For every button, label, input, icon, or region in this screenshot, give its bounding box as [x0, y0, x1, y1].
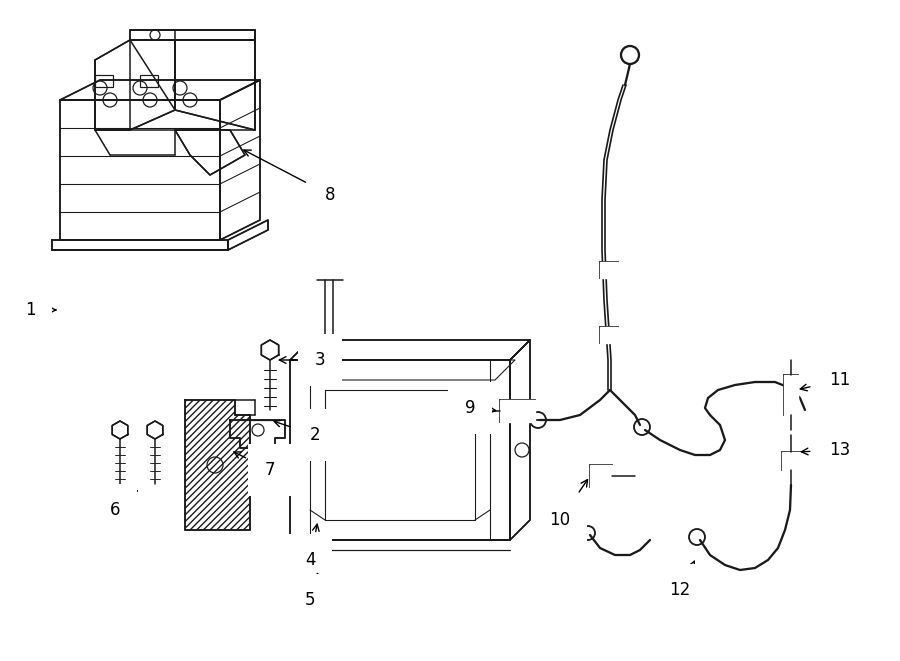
Polygon shape: [290, 340, 530, 360]
Bar: [500, 400, 535, 422]
Text: 12: 12: [670, 561, 695, 599]
Text: 5: 5: [305, 574, 319, 609]
Bar: [600, 327, 618, 343]
Polygon shape: [600, 327, 618, 343]
Bar: [220, 80, 238, 92]
Polygon shape: [261, 340, 279, 360]
Polygon shape: [784, 375, 798, 415]
Text: 11: 11: [800, 371, 850, 391]
Polygon shape: [130, 30, 255, 40]
Bar: [784, 375, 798, 415]
Bar: [95, 75, 113, 87]
Text: 2: 2: [274, 420, 320, 444]
Polygon shape: [228, 220, 268, 250]
Polygon shape: [52, 240, 228, 250]
Polygon shape: [60, 100, 220, 240]
Text: 4: 4: [305, 524, 320, 569]
Bar: [782, 452, 800, 470]
Polygon shape: [230, 420, 285, 448]
Bar: [500, 400, 535, 422]
Bar: [782, 452, 800, 470]
Text: 3: 3: [279, 351, 325, 369]
Polygon shape: [185, 400, 250, 530]
Text: 9: 9: [464, 399, 496, 417]
Polygon shape: [510, 340, 530, 540]
Text: 13: 13: [801, 441, 850, 459]
Polygon shape: [590, 465, 612, 487]
Polygon shape: [175, 40, 255, 130]
Polygon shape: [148, 421, 163, 439]
Polygon shape: [600, 262, 618, 278]
Polygon shape: [95, 40, 175, 130]
Polygon shape: [782, 452, 800, 470]
Bar: [590, 465, 612, 487]
Polygon shape: [290, 360, 510, 540]
Polygon shape: [112, 421, 128, 439]
Bar: [140, 75, 158, 87]
Polygon shape: [175, 130, 245, 175]
Bar: [600, 327, 618, 343]
Text: 10: 10: [549, 480, 588, 529]
Polygon shape: [60, 80, 260, 100]
Bar: [784, 375, 798, 415]
Bar: [590, 465, 612, 487]
Text: 7: 7: [234, 452, 275, 479]
Bar: [600, 262, 618, 278]
Polygon shape: [220, 80, 260, 240]
Bar: [600, 262, 618, 278]
Polygon shape: [500, 400, 535, 422]
Text: 1: 1: [24, 301, 56, 319]
Text: 6: 6: [110, 490, 137, 519]
Text: 8: 8: [244, 150, 335, 204]
